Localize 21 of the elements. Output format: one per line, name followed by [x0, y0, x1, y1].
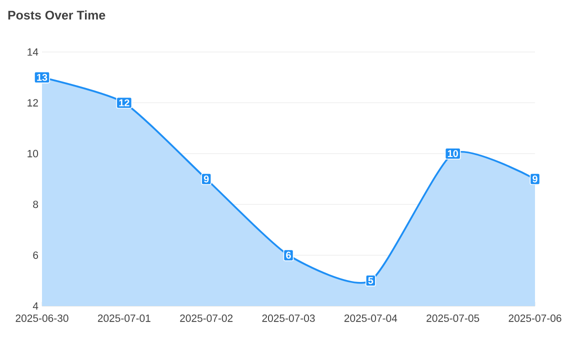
chart-title: Posts Over Time — [8, 10, 106, 20]
y-tick-label: 4 — [32, 302, 38, 310]
data-label: 13 — [37, 74, 48, 81]
x-tick-label: 2025-07-02 — [180, 314, 233, 322]
x-tick-label: 2025-07-05 — [426, 314, 480, 322]
y-tick-label: 6 — [33, 252, 38, 259]
data-label: 12 — [119, 99, 130, 106]
data-label: 10 — [448, 150, 458, 158]
x-tick-label: 2025-06-30 — [16, 314, 68, 322]
data-label: 9 — [532, 175, 538, 183]
y-tick-label: 10 — [28, 150, 38, 158]
x-tick-label: 2025-07-01 — [98, 314, 150, 322]
x-tick-label: 2025-07-04 — [344, 314, 398, 322]
data-label: 9 — [204, 175, 209, 183]
y-tick-label: 14 — [28, 48, 38, 56]
data-label: 5 — [368, 277, 374, 284]
data-label: 6 — [286, 252, 291, 259]
y-tick-label: 12 — [28, 99, 38, 106]
x-tick-label: 2025-07-03 — [262, 314, 315, 322]
y-tick-label: 8 — [33, 200, 38, 208]
x-tick-label: 2025-07-06 — [508, 314, 562, 322]
